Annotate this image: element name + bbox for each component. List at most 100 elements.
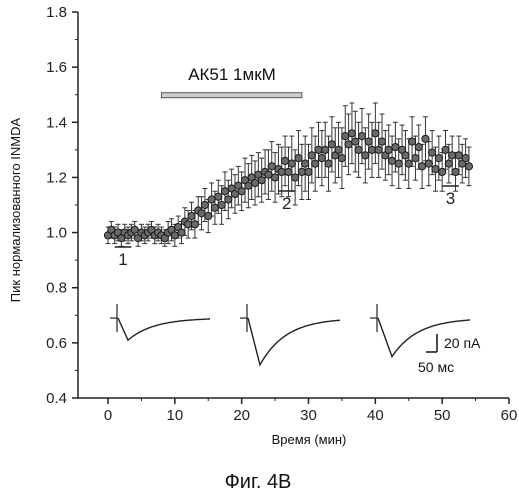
data-point <box>462 155 469 162</box>
data-point <box>278 168 285 175</box>
data-point <box>268 163 275 170</box>
data-point <box>215 193 222 200</box>
data-point <box>328 141 335 148</box>
y-tick-label: 0.8 <box>46 280 67 297</box>
data-point <box>271 174 278 181</box>
data-point <box>308 152 315 159</box>
data-point <box>208 196 215 203</box>
figure-caption: Фиг. 4В <box>225 471 292 493</box>
data-point <box>419 163 426 170</box>
data-point <box>348 130 355 137</box>
data-point <box>362 152 369 159</box>
data-point <box>185 221 192 228</box>
x-tick-label: 60 <box>501 407 518 424</box>
x-tick-label: 0 <box>104 407 112 424</box>
scale-amplitude-label: 20 пА <box>444 335 481 351</box>
data-point <box>372 130 379 137</box>
data-point <box>225 196 232 203</box>
data-point <box>335 146 342 153</box>
data-point <box>358 132 365 139</box>
data-point <box>231 190 238 197</box>
data-point <box>439 168 446 175</box>
data-point <box>465 163 472 170</box>
y-tick-label: 1.6 <box>46 59 67 76</box>
data-point <box>171 232 178 239</box>
data-point <box>285 168 292 175</box>
data-point <box>305 168 312 175</box>
data-point <box>392 144 399 151</box>
x-tick-label: 30 <box>300 407 317 424</box>
data-point <box>412 155 419 162</box>
data-point <box>449 152 456 159</box>
data-point <box>442 146 449 153</box>
data-point <box>282 157 289 164</box>
data-point <box>298 168 305 175</box>
scale-time-label: 50 мс <box>418 359 454 375</box>
data-point <box>345 141 352 148</box>
data-point <box>338 155 345 162</box>
data-point <box>218 201 225 208</box>
drug-application-bar <box>161 93 301 98</box>
data-point <box>245 182 252 189</box>
y-tick-label: 1.2 <box>46 169 67 186</box>
y-tick-group: 0.40.60.81.01.21.41.61.8 <box>46 4 78 407</box>
data-point <box>205 212 212 219</box>
current-trace <box>248 318 340 365</box>
data-point <box>198 210 205 217</box>
data-point <box>131 226 138 233</box>
data-point <box>201 201 208 208</box>
data-point <box>265 171 272 178</box>
data-point <box>452 168 459 175</box>
data-point <box>258 177 265 184</box>
data-point <box>402 152 409 159</box>
y-tick-label: 1.0 <box>46 225 67 242</box>
data-point <box>455 152 462 159</box>
data-point <box>322 146 329 153</box>
data-point <box>445 160 452 167</box>
data-point <box>342 132 349 139</box>
x-tick-label: 50 <box>434 407 451 424</box>
data-point <box>435 155 442 162</box>
data-point <box>395 160 402 167</box>
data-point <box>178 229 185 236</box>
data-point <box>365 138 372 145</box>
y-tick-label: 1.8 <box>46 4 67 21</box>
data-point <box>292 174 299 181</box>
period-marker-label: 3 <box>446 189 455 208</box>
data-point <box>425 160 432 167</box>
drug-bar-rect <box>161 93 301 98</box>
data-point <box>302 160 309 167</box>
x-tick-group: 0102030405060 <box>104 398 518 424</box>
x-tick-label: 20 <box>233 407 250 424</box>
data-point <box>415 144 422 151</box>
data-point <box>432 166 439 173</box>
y-axis-label: Пик нормализованного INMDA <box>8 117 23 302</box>
data-point <box>368 146 375 153</box>
data-point <box>405 160 412 167</box>
data-point <box>352 138 359 145</box>
y-tick-label: 0.6 <box>46 335 67 352</box>
data-point <box>355 146 362 153</box>
x-axis-label: Время (мин) <box>272 432 347 447</box>
data-point <box>429 149 436 156</box>
data-point <box>251 179 258 186</box>
data-point <box>288 160 295 167</box>
data-point <box>211 204 218 211</box>
current-trace-group <box>110 304 470 365</box>
x-tick-label: 10 <box>166 407 183 424</box>
data-point <box>238 188 245 195</box>
data-point <box>325 160 332 167</box>
data-point <box>378 138 385 145</box>
period-marker-label: 2 <box>282 194 291 213</box>
data-point <box>422 135 429 142</box>
scale-bar: 20 пА 50 мс <box>418 334 481 375</box>
data-point <box>315 146 322 153</box>
data-point <box>221 188 228 195</box>
data-point <box>375 146 382 153</box>
data-point <box>312 160 319 167</box>
data-point <box>188 212 195 219</box>
data-point <box>318 155 325 162</box>
data-point <box>385 146 392 153</box>
data-point <box>388 157 395 164</box>
